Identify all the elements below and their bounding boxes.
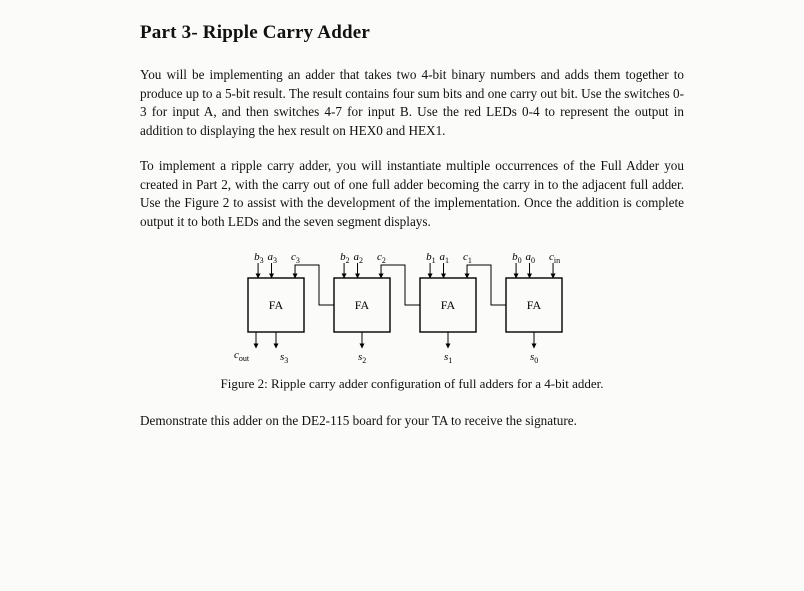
svg-text:FA: FA bbox=[355, 298, 370, 312]
svg-text:b2: b2 bbox=[340, 251, 350, 265]
svg-text:c1: c1 bbox=[463, 251, 472, 265]
page: Part 3- Ripple Carry Adder You will be i… bbox=[0, 0, 804, 431]
svg-text:s2: s2 bbox=[358, 351, 366, 365]
svg-text:b0: b0 bbox=[512, 251, 522, 265]
svg-text:b3: b3 bbox=[254, 251, 264, 265]
svg-text:s3: s3 bbox=[280, 351, 288, 365]
paragraph-1: You will be implementing an adder that t… bbox=[140, 66, 684, 141]
svg-text:FA: FA bbox=[269, 298, 284, 312]
svg-text:c2: c2 bbox=[377, 251, 386, 265]
paragraph-3: Demonstrate this adder on the DE2-115 bo… bbox=[140, 412, 684, 431]
section-title: Part 3- Ripple Carry Adder bbox=[140, 22, 684, 44]
svg-text:s1: s1 bbox=[444, 351, 452, 365]
figure-2: cout FA b3 a3 c3 s3 FA b2 a2 c2 s2 FA b1 a1 c1 s1 FA b0 a0… bbox=[140, 248, 684, 404]
paragraph-2: To implement a ripple carry adder, you w… bbox=[140, 157, 684, 232]
svg-text:b1: b1 bbox=[426, 251, 436, 265]
svg-text:c3: c3 bbox=[291, 251, 300, 265]
svg-text:s0: s0 bbox=[530, 351, 538, 365]
svg-text:a3: a3 bbox=[268, 251, 278, 265]
svg-text:a1: a1 bbox=[440, 251, 450, 265]
svg-text:cout: cout bbox=[234, 349, 250, 363]
svg-text:a2: a2 bbox=[354, 251, 364, 265]
svg-text:FA: FA bbox=[441, 298, 456, 312]
svg-text:cin: cin bbox=[549, 251, 560, 265]
svg-text:a0: a0 bbox=[526, 251, 536, 265]
svg-text:FA: FA bbox=[527, 298, 542, 312]
figure-caption: Figure 2: Ripple carry adder configurati… bbox=[220, 376, 603, 392]
ripple-carry-adder-diagram: cout FA b3 a3 c3 s3 FA b2 a2 c2 s2 FA b1 a1 c1 s1 FA b0 a0… bbox=[212, 248, 612, 368]
